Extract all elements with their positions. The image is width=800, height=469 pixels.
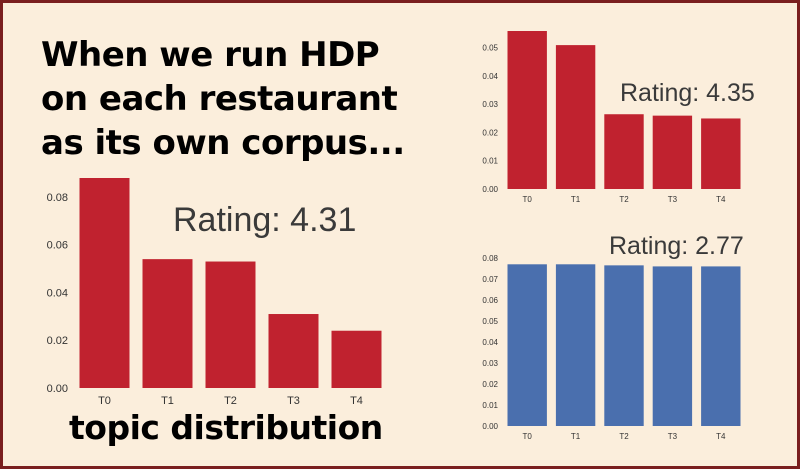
bar-t4	[331, 330, 382, 388]
x-tick-label: T2	[619, 195, 629, 204]
y-tick-label: 0.04	[482, 338, 498, 347]
y-tick-label: 0.02	[482, 380, 498, 389]
x-tick-label: T0	[523, 195, 533, 204]
y-tick-label: 0.02	[47, 335, 68, 347]
y-tick-label: 0.08	[47, 192, 68, 204]
y-tick-label: 0.05	[482, 44, 498, 53]
rating-label-large: Rating: 4.31	[173, 201, 357, 239]
x-tick-label: T4	[350, 395, 363, 407]
bar-t1	[555, 45, 596, 189]
y-tick-label: 0.00	[482, 422, 498, 431]
y-tick-label: 0.04	[482, 72, 498, 81]
y-tick-label: 0.00	[47, 383, 68, 395]
x-tick-label: T1	[571, 195, 581, 204]
rating-label-bottom-right: Rating: 2.77	[609, 232, 744, 260]
rating-label-top-right: Rating: 4.35	[620, 79, 755, 107]
x-tick-label: T4	[716, 195, 726, 204]
bar-t3	[268, 314, 319, 388]
topic-chart-bottom-right: 0.00 0.01 0.02 0.03 0.04 0.05 0.06 0.07 0.08 T0 T1…	[482, 254, 741, 441]
y-tick-label: 0.05	[482, 317, 498, 326]
y-tick-label: 0.04	[47, 287, 68, 299]
bar-t0	[79, 178, 130, 388]
slide-headline: When we run HDP on each restaurant as it…	[41, 33, 441, 165]
headline-line-2: on each restaurant	[41, 79, 398, 119]
y-tick-label: 0.00	[482, 185, 498, 194]
headline-line-1: When we run HDP	[41, 35, 380, 75]
bar-t0	[507, 31, 547, 189]
bar-t3	[652, 115, 693, 189]
x-tick-label: T3	[287, 395, 300, 407]
x-tick-label: T1	[571, 432, 581, 441]
x-tick-label: T3	[668, 432, 678, 441]
topic-chart-top-right: 0.00 0.01 0.02 0.03 0.04 0.05 T0 T1 T2 T3 T4	[482, 31, 741, 204]
x-tick-label: T3	[668, 195, 678, 204]
bar-t2	[604, 114, 644, 189]
headline-line-3: as its own corpus...	[41, 123, 405, 163]
y-tick-label: 0.06	[47, 240, 68, 252]
x-tick-label: T0	[98, 395, 111, 407]
bar-t1	[142, 259, 193, 388]
bar-t1	[555, 264, 596, 426]
bar-t4	[701, 266, 741, 426]
bar-t4	[701, 118, 741, 189]
bar-t0	[507, 264, 547, 426]
bar-t3	[652, 266, 693, 426]
y-tick-label: 0.02	[482, 128, 498, 137]
bar-t2	[604, 265, 644, 426]
footer-caption: topic distribution	[69, 408, 383, 447]
x-tick-label: T1	[161, 395, 174, 407]
y-tick-label: 0.03	[482, 359, 498, 368]
y-tick-label: 0.08	[482, 254, 498, 263]
x-tick-label: T4	[716, 432, 726, 441]
topic-chart-large: 0.00 0.02 0.04 0.06 0.08 T0 T1 T2 T3 T4	[47, 178, 382, 407]
x-tick-label: T2	[619, 432, 629, 441]
y-tick-label: 0.01	[482, 401, 498, 410]
slide-frame: When we run HDP on each restaurant as it…	[3, 3, 797, 466]
x-tick-label: T0	[523, 432, 533, 441]
y-tick-label: 0.07	[482, 275, 498, 284]
y-tick-label: 0.03	[482, 100, 498, 109]
y-tick-label: 0.01	[482, 157, 498, 166]
bar-t2	[205, 261, 256, 388]
x-tick-label: T2	[224, 395, 237, 407]
y-tick-label: 0.06	[482, 296, 498, 305]
